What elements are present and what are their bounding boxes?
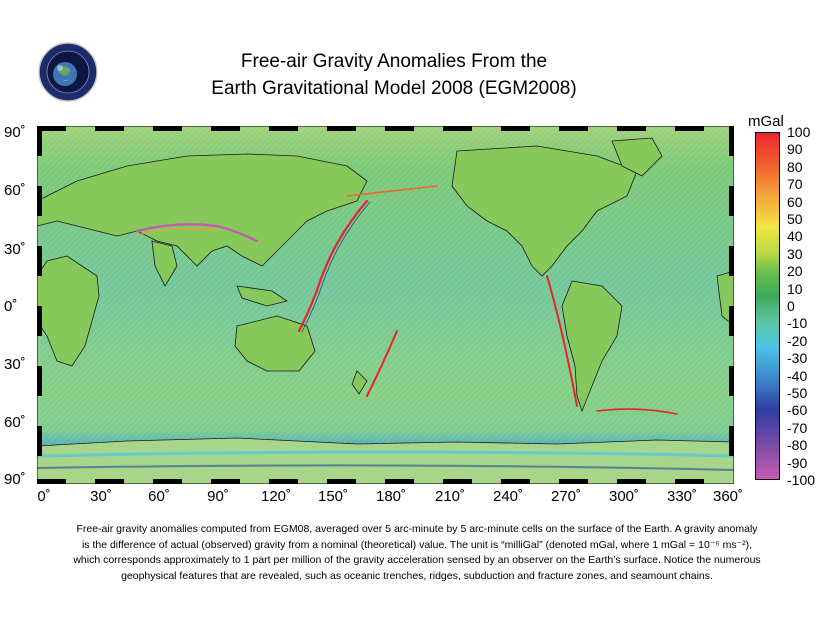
colorbar-tick-label: 80 [787,158,803,175]
agency-seal-globe-icon [38,42,98,102]
map-title: Free-air Gravity Anomalies From the Eart… [150,48,638,102]
eurasia [37,153,368,267]
colorbar-tick-label: 40 [787,228,803,245]
lon-label-150: 150˚ [317,488,349,505]
colorbar-tick-label: -40 [787,367,808,384]
title-line-1: Free-air Gravity Anomalies From the [240,51,548,72]
colorbar-tick-label: 20 [787,263,803,280]
australia [234,315,316,372]
lon-label-0: 0˚ [37,488,51,505]
lon-label-30: 30˚ [90,488,112,505]
colorbar-tick-label: 90 [787,141,803,158]
lat-label-0: 0˚ [4,298,18,315]
agency-seal-logo [38,42,98,102]
lat-label-30s: 30˚ [4,356,26,373]
lon-label-180: 180˚ [375,488,407,505]
caption-line-4: geophysical features that are revealed, … [121,569,713,582]
lon-label-120: 120˚ [260,488,292,505]
africa [37,255,100,367]
lon-label-60: 60˚ [148,488,170,505]
colorbar-tick-label: -30 [787,350,808,367]
colorbar-tick-label: -70 [787,419,808,436]
colorbar-tick-label: -50 [787,385,808,401]
colorbar-tick-label: -10 [787,315,808,332]
title-line-2: Earth Gravitational Model 2008 (EGM2008) [211,78,577,99]
lon-label-240: 240˚ [492,488,524,505]
map-border-ticks [37,126,734,484]
lat-label-60n: 60˚ [4,182,26,199]
colorbar-tick-label: 100 [787,124,811,140]
colorbar-tick-label: -80 [787,437,808,454]
india [151,240,178,287]
lat-label-30n: 30˚ [4,241,26,258]
colorbar-tick-label: 10 [787,280,803,297]
colorbar-tick-label: 70 [787,176,803,193]
greenland [611,137,663,177]
lat-label-60s: 60˚ [4,414,26,431]
indonesia [236,285,288,307]
colorbar-unit: mGal [748,113,784,130]
lon-label-330: 330˚ [666,488,698,505]
colorbar-tick-label: 50 [787,211,803,227]
lon-label-300: 300˚ [608,488,640,505]
lon-label-90: 90˚ [207,488,229,505]
caption-line-3: which corresponds approximately to 1 par… [73,554,761,566]
colorbar-tick-label: -90 [787,454,808,471]
colorbar-tick-label: 0 [787,298,795,314]
lat-label-90n: 90˚ [4,124,26,141]
colorbar-tick-label: 30 [787,245,803,262]
antarctica [37,437,734,484]
caption-line-1: Free-air gravity anomalies computed from… [76,523,758,535]
colorbar [755,132,780,480]
colorbar-tick-label: -60 [787,402,808,419]
lon-label-360: 360˚ [712,488,744,505]
colorbar-tick-label: -20 [787,332,808,349]
south-america [561,280,623,413]
caption: Free-air gravity anomalies computed from… [50,522,784,584]
lon-label-270: 270˚ [550,488,582,505]
colorbar-tick-label: -100 [787,472,816,488]
colorbar-tick-label: 60 [787,193,803,210]
lat-label-90s: 90˚ [4,471,26,488]
map-canvas [37,126,734,484]
gravity-anomaly-map [37,126,734,484]
caption-line-2: is the difference of actual (observed) g… [81,538,753,551]
lon-label-210: 210˚ [434,488,466,505]
trenches [37,185,734,471]
continents [37,137,734,484]
new-zealand [351,370,368,395]
